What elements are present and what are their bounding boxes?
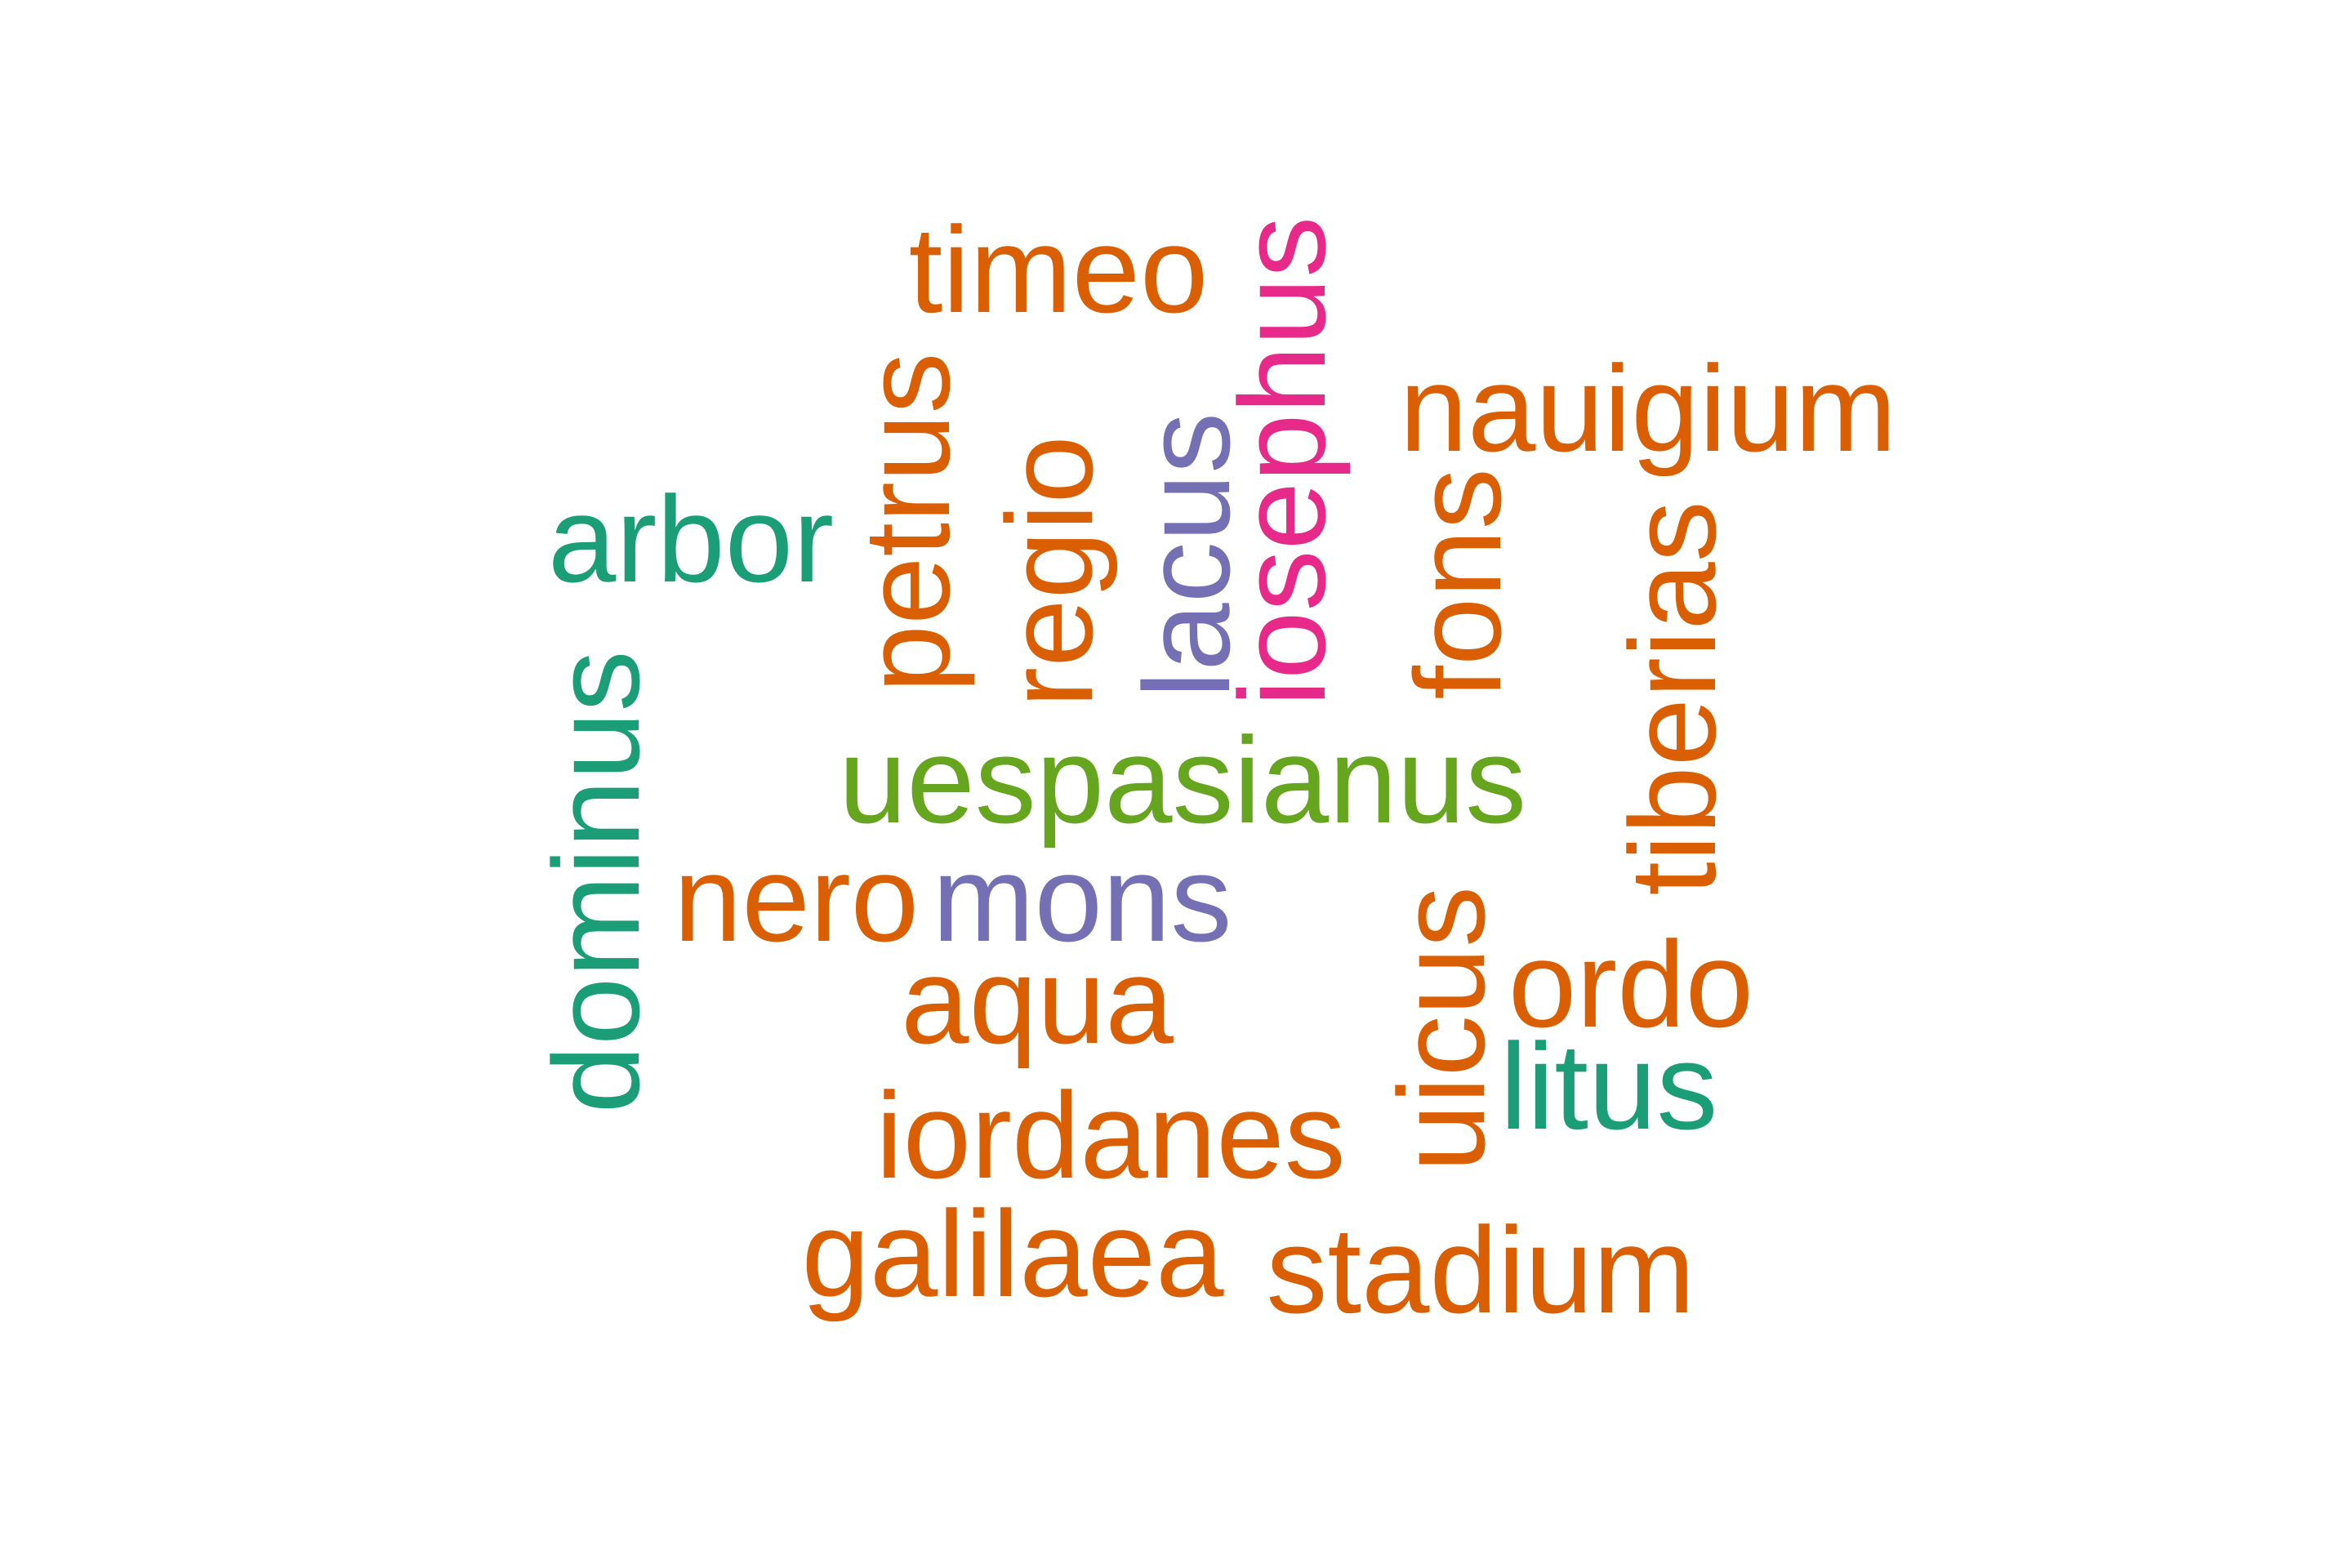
word-aqua: aqua <box>901 932 1174 1069</box>
word-mons: mons <box>932 830 1232 967</box>
word-uicus: uicus <box>1373 885 1510 1173</box>
word-litus: litus <box>1499 1018 1718 1155</box>
word-dominus: dominus <box>528 650 665 1114</box>
word-iordanes: iordanes <box>875 1067 1346 1204</box>
word-timeo: timeo <box>908 201 1209 338</box>
word-lacus: lacus <box>1118 412 1255 699</box>
word-stadium: stadium <box>1266 1201 1695 1339</box>
word-galilaea: galilaea <box>801 1185 1224 1322</box>
word-tiberias: tiberias <box>1604 501 1741 896</box>
word-regio: regio <box>981 435 1118 708</box>
word-petrus: petrus <box>838 352 975 693</box>
word-fons: fons <box>1389 468 1526 700</box>
word-arbor: arbor <box>547 470 835 608</box>
word-ordo: ordo <box>1508 915 1754 1053</box>
word-nauigium: nauigium <box>1399 340 1897 477</box>
word-uespasianus: uespasianus <box>838 711 1527 849</box>
word-nero: nero <box>673 830 920 967</box>
